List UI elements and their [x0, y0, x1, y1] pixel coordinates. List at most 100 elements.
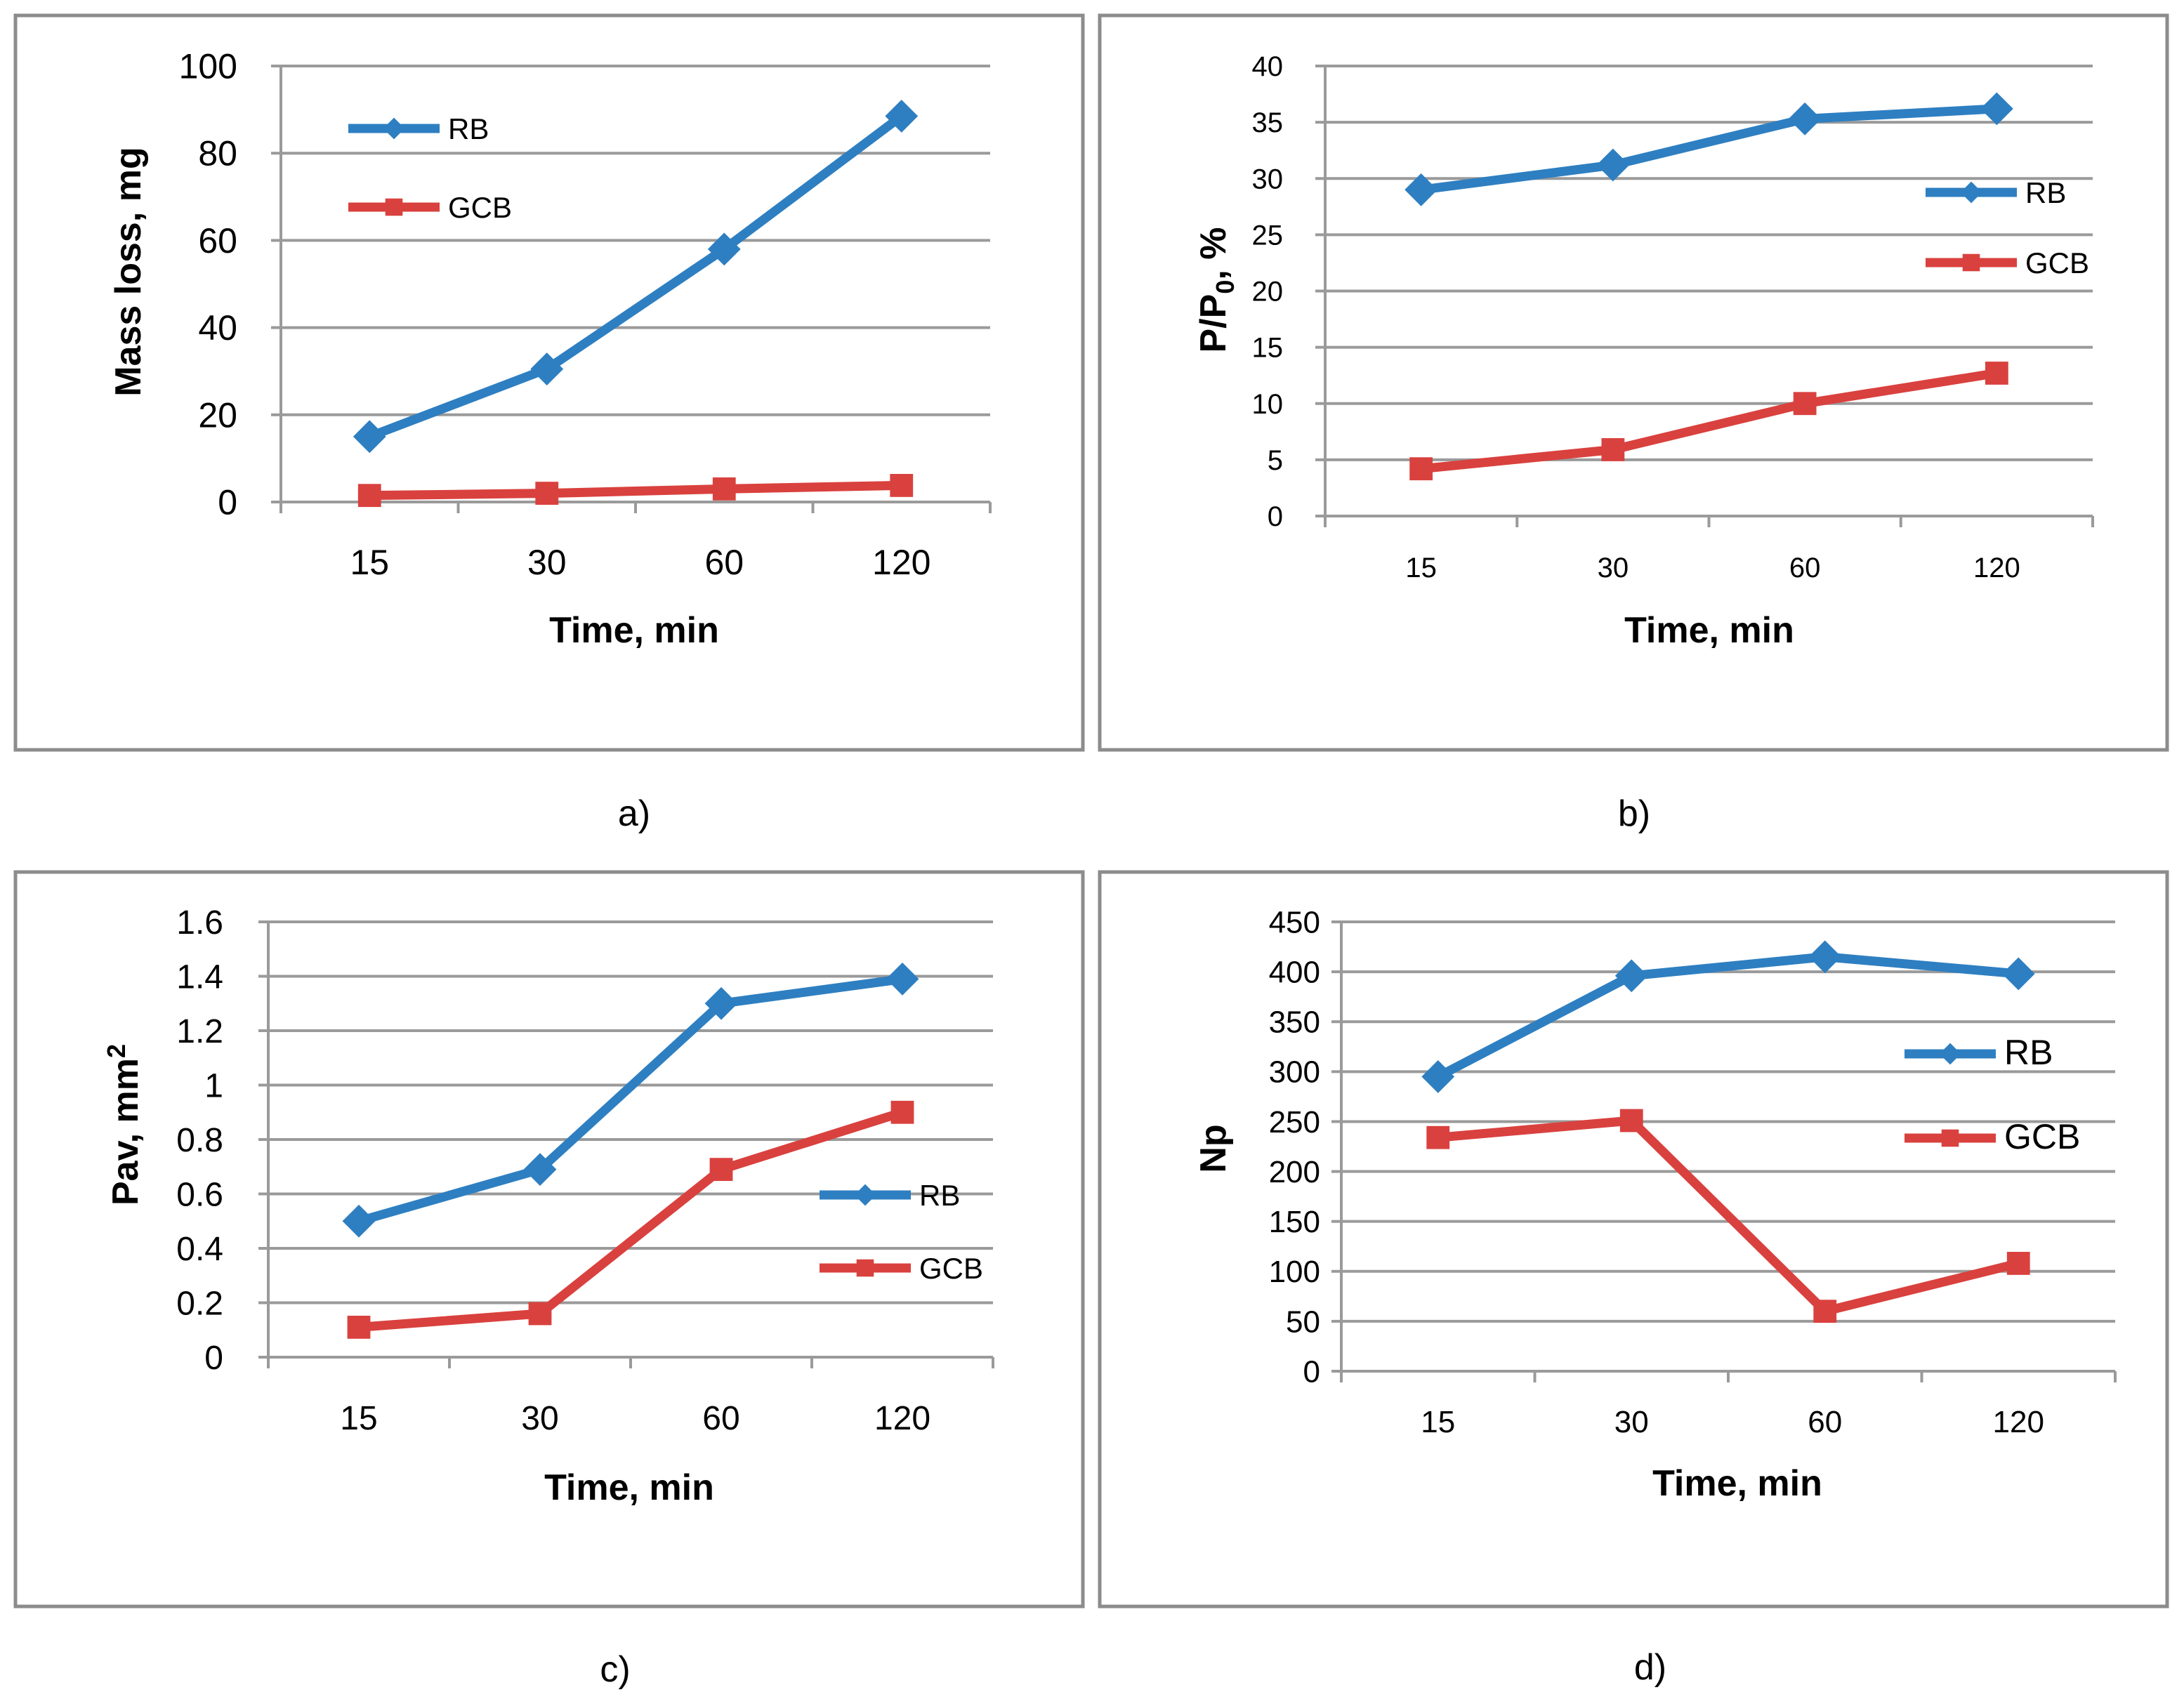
data-point-gcb	[357, 484, 381, 508]
y-tick-label: 450	[1269, 905, 1320, 939]
y-tick-label: 400	[1269, 956, 1320, 990]
legend: RB GCB	[1926, 176, 2089, 279]
x-tick-label: 120	[1993, 1405, 2044, 1439]
legend-marker	[854, 1184, 876, 1206]
series-line-rb	[354, 974, 907, 1226]
data-point-rb	[1980, 92, 2013, 126]
x-tick-label: 15	[340, 1400, 377, 1437]
x-tick-label: 60	[704, 543, 744, 582]
legend-label: RB	[2004, 1033, 2053, 1072]
legend-marker	[383, 117, 405, 140]
x-tick-label: 30	[521, 1400, 558, 1437]
data-point-rb	[2001, 957, 2035, 991]
y-tick-labels: 0 5 10 15 20 25 30 35 40	[1252, 51, 1284, 532]
x-tick-labels: 15 30 60 120	[340, 1400, 930, 1437]
x-tick-label: 30	[1614, 1405, 1649, 1439]
data-point-rb	[353, 420, 386, 454]
y-tick-label: 0	[1268, 501, 1283, 532]
panel-frame	[13, 13, 1085, 752]
x-axis-title: Time, min	[1652, 1463, 1822, 1504]
panel-label: c)	[600, 1649, 630, 1690]
legend-label: RB	[2025, 176, 2066, 209]
data-point-gcb	[1601, 438, 1625, 461]
series-layer	[1421, 940, 2035, 1323]
data-point-gcb	[535, 482, 559, 505]
y-tick-label: 100	[179, 47, 237, 86]
series-line-gcb	[1416, 368, 2001, 474]
y-tick-label: 1	[204, 1067, 223, 1104]
data-point-gcb	[347, 1315, 371, 1339]
legend-label: RB	[448, 112, 489, 145]
data-point-rb	[885, 100, 919, 133]
panel-c: 00.20.40.60.811.21.41.6 15 30 60 120 RBGCB …	[13, 870, 1085, 1690]
series-line-rb	[364, 111, 907, 442]
axes	[271, 65, 992, 513]
y-tick-label: 100	[1269, 1255, 1320, 1289]
gridlines	[281, 65, 990, 416]
legend-marker	[385, 198, 403, 216]
y-tick-label: 20	[198, 395, 237, 435]
legend: RB GCB	[348, 112, 512, 224]
legend-label: GCB	[2004, 1117, 2080, 1156]
y-tick-label: 25	[1252, 220, 1284, 251]
legend: RB GCB	[820, 1179, 983, 1285]
panel-label: a)	[618, 793, 650, 834]
axes	[1331, 920, 2117, 1382]
data-point-rb	[1614, 959, 1648, 993]
data-point-rb	[530, 352, 564, 386]
data-point-rb	[1421, 1060, 1455, 1093]
legend-marker	[856, 1259, 874, 1277]
panel-b: 0 5 10 15 20 25 30 35 40 15 30 60 120 RB GCB P/P0, %…	[1098, 13, 2169, 834]
data-point-gcb	[890, 1100, 914, 1124]
legend: RB GCB	[1905, 1033, 2080, 1156]
y-tick-label: 150	[1269, 1205, 1320, 1239]
legend-label: GCB	[2025, 246, 2089, 279]
y-tick-label: 40	[198, 308, 237, 348]
y-axis-title: P/P0, %	[1193, 227, 1239, 353]
y-tick-label: 1.6	[176, 904, 223, 942]
legend-marker	[1941, 1129, 1959, 1147]
series-layer	[342, 962, 919, 1339]
series-line-rb	[1416, 104, 2001, 194]
series-layer	[1405, 92, 2013, 481]
data-point-gcb	[1619, 1109, 1643, 1132]
data-point-rb	[704, 986, 738, 1020]
panel-d: 0 50 100 150 200 250 300 350 400 450 15 30 60 120 RB…	[1098, 870, 2169, 1688]
legend-label: RB	[919, 1179, 960, 1212]
y-tick-label: 200	[1269, 1155, 1320, 1189]
y-tick-label: 20	[1252, 277, 1284, 308]
x-tick-labels: 15 30 60 120	[1405, 553, 2020, 583]
legend-label: GCB	[448, 191, 512, 224]
gridlines	[1341, 920, 2115, 1323]
y-tick-label: 300	[1269, 1055, 1320, 1090]
data-point-rb	[1596, 148, 1630, 182]
panel-frame	[13, 870, 1085, 1609]
data-point-gcb	[1793, 392, 1817, 416]
x-tick-label: 60	[1808, 1405, 1842, 1439]
x-axis-title: Time, min	[1624, 610, 1794, 651]
y-tick-labels: 0 50 100 150 200 250 300 350 400 450	[1269, 905, 1320, 1389]
y-tick-label: 10	[1252, 389, 1284, 420]
x-axis-title: Time, min	[544, 1467, 714, 1508]
y-tick-label: 1.4	[176, 958, 223, 996]
panel-frame	[1098, 870, 2169, 1609]
series-line-gcb	[364, 480, 907, 501]
y-tick-label: 350	[1269, 1005, 1320, 1040]
series-line-gcb	[354, 1107, 907, 1332]
data-point-rb	[1808, 940, 1842, 974]
y-tick-labels: 0 20 40 60 80 100	[179, 47, 237, 522]
x-tick-label: 30	[1598, 553, 1629, 583]
data-point-rb	[1405, 173, 1438, 206]
y-tick-label: 60	[198, 221, 237, 260]
y-tick-label: 80	[198, 134, 237, 173]
data-point-gcb	[890, 474, 914, 497]
x-tick-label: 120	[874, 1400, 930, 1437]
data-point-gcb	[1813, 1300, 1837, 1323]
data-point-rb	[707, 232, 741, 266]
y-axis-title: Np	[1193, 1124, 1234, 1173]
x-tick-labels: 15 30 60 120	[350, 543, 930, 582]
y-tick-label: 35	[1252, 107, 1284, 138]
legend-label: GCB	[919, 1252, 983, 1285]
data-point-rb	[342, 1204, 376, 1238]
